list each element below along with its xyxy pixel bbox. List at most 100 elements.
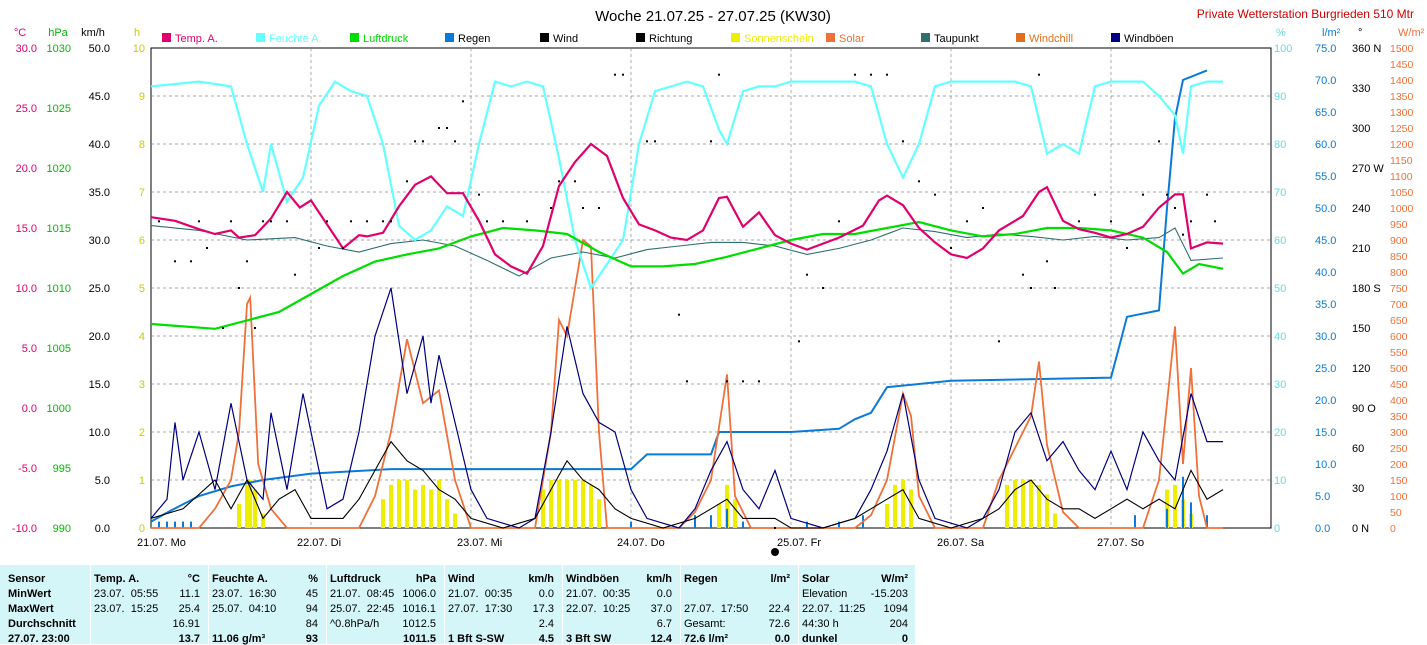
rain-bar	[1166, 508, 1168, 528]
temperature-line	[150, 142, 1224, 276]
sunshine-axis-tick: 7	[139, 187, 145, 199]
solar-axis-tick: 250	[1390, 443, 1408, 455]
solar-axis-tick: 950	[1390, 219, 1408, 231]
pressure-axis-tick: 1025	[47, 103, 71, 115]
direction-dot	[886, 73, 888, 76]
sunshine-bar	[237, 504, 241, 528]
solar-axis-tick: 1400	[1390, 75, 1414, 87]
rain-axis-tick: 45.0	[1315, 235, 1336, 247]
solar-axis-tick: 50	[1390, 507, 1402, 519]
table-cell-value: 1006.0	[402, 588, 436, 600]
pressure-axis-tick: 1020	[47, 163, 71, 175]
table-cell-label: 21.07. 00:35	[448, 588, 513, 600]
sunshine-bar	[261, 513, 265, 528]
humidity-axis-tick: 50	[1274, 283, 1286, 295]
direction-dot	[342, 247, 344, 249]
wind-axis-tick: 45.0	[89, 91, 110, 103]
day-label: 27.07. So	[1097, 537, 1144, 549]
rain-bar	[158, 521, 160, 528]
table-cell-value: 1011.5	[402, 633, 436, 645]
rain-axis-unit: l/m²	[1322, 27, 1341, 39]
sunshine-axis-tick: 1	[139, 475, 145, 487]
solar-axis-tick: 750	[1390, 283, 1408, 295]
legend-swatch	[350, 33, 359, 42]
solar-axis-tick: 350	[1390, 411, 1408, 423]
temp-axis-tick: -5.0	[18, 463, 37, 475]
direction-dot	[1030, 287, 1032, 289]
rain-axis-tick: 30.0	[1315, 331, 1336, 343]
sunshine-bar	[557, 480, 561, 528]
sunshine-bar	[573, 480, 577, 528]
rain-bar	[166, 521, 168, 528]
sunshine-bar	[421, 484, 425, 528]
direction-axis-tick: 30	[1352, 483, 1364, 495]
table-cell-value: 25.4	[178, 603, 200, 615]
direction-dot	[414, 140, 416, 143]
direction-dot	[174, 260, 176, 263]
direction-dot	[598, 207, 600, 209]
table-cell-value: 6.7	[656, 618, 672, 630]
table-column-divider	[680, 565, 681, 644]
pressure-axis-unit: hPa	[48, 27, 68, 39]
day-label: 21.07. Mo	[137, 537, 186, 549]
sunshine-bar	[893, 484, 897, 528]
solar-axis-tick: 300	[1390, 427, 1408, 439]
sunshine-bar	[397, 480, 401, 528]
rain-axis-tick: 60.0	[1315, 139, 1336, 151]
table-column-divider	[208, 565, 209, 644]
solar-axis-tick: 900	[1390, 235, 1408, 247]
sunshine-axis-tick: 0	[139, 523, 145, 535]
sunshine-bar	[725, 484, 729, 528]
table-header-unit: l/m²	[770, 573, 790, 585]
direction-dot	[1166, 193, 1168, 196]
rain-bar	[174, 521, 176, 528]
day-label: 24.07. Do	[617, 537, 665, 549]
sunshine-bar	[381, 499, 385, 528]
rain-bar	[1206, 515, 1208, 528]
table-cell-label: 1 Bft S-SW	[448, 633, 505, 645]
rain-axis-tick: 5.0	[1315, 491, 1330, 503]
sunshine-bar	[453, 513, 457, 528]
day-label: 23.07. Mi	[457, 537, 502, 549]
sunshine-bar	[901, 480, 905, 528]
temp-axis-tick: 10.0	[16, 283, 37, 295]
rain-cumulative-line	[150, 69, 1208, 523]
wind-axis-unit: km/h	[81, 27, 105, 39]
table-cell-label: 27.07. 17:30	[448, 603, 513, 615]
sunshine-bar	[885, 504, 889, 528]
table-header-unit: hPa	[415, 573, 436, 585]
dewpoint-line	[150, 225, 1224, 277]
rain-axis-tick: 40.0	[1315, 267, 1336, 279]
direction-axis-tick: 330	[1352, 83, 1370, 95]
solar-axis-tick: 1450	[1390, 59, 1414, 71]
temp-axis-unit: °C	[14, 27, 26, 39]
sunshine-axis-tick: 5	[139, 283, 145, 295]
direction-dot	[934, 193, 936, 196]
table-cell-value: 0.0	[538, 588, 554, 600]
rain-axis-tick: 75.0	[1315, 43, 1336, 55]
rain-bar	[630, 521, 632, 528]
table-header-unit: °C	[187, 573, 200, 585]
wind-axis-tick: 50.0	[89, 43, 110, 55]
direction-dot	[1054, 287, 1056, 289]
legend-label: Taupunkt	[934, 33, 979, 45]
humidity-axis-tick: 20	[1274, 427, 1286, 439]
legend-label: Regen	[458, 33, 490, 45]
solar-axis-tick: 1200	[1390, 139, 1414, 151]
direction-dot	[798, 340, 800, 343]
rain-bar	[1134, 515, 1136, 528]
pressure-axis-tick: 990	[53, 523, 71, 535]
table-cell-value: 2.4	[538, 618, 554, 630]
direction-axis-tick: 270 W	[1352, 163, 1384, 175]
direction-dot	[550, 207, 552, 209]
pressure-axis-tick: 1010	[47, 283, 71, 295]
table-cell-label: Elevation	[802, 588, 848, 600]
sunshine-bar	[245, 484, 249, 528]
direction-dot	[1046, 260, 1048, 263]
solar-axis-tick: 400	[1390, 395, 1408, 407]
table-header-unit: %	[308, 573, 318, 585]
direction-dot	[270, 220, 272, 223]
chart-title: Woche 21.07.25 - 27.07.25 (KW30)	[595, 8, 831, 25]
direction-axis-tick: 0 N	[1352, 523, 1369, 535]
direction-dot	[1206, 193, 1208, 196]
